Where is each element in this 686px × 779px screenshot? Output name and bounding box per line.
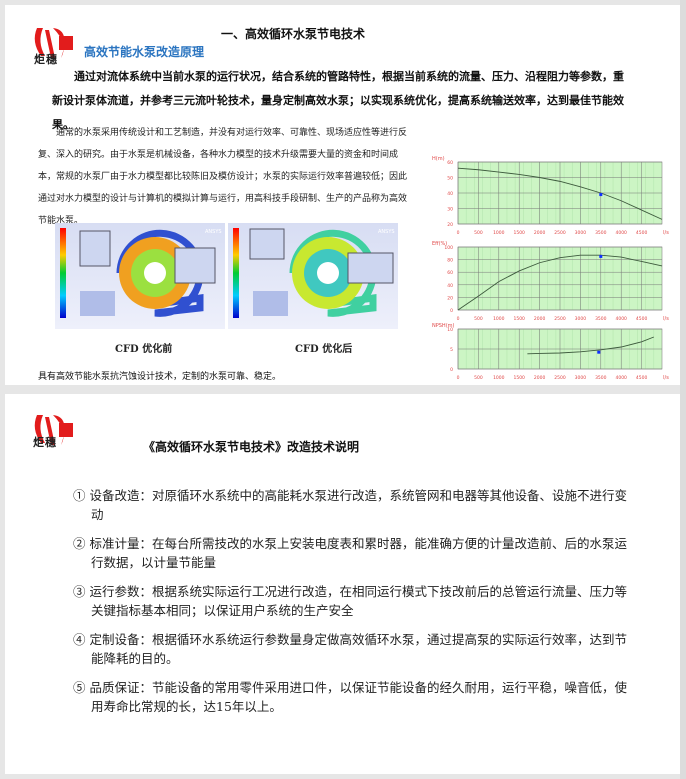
x-tick-label: 500: [474, 316, 483, 322]
list-item: ⑤ 品质保证：节能设备的常用零件采用进口件，以保证节能设备的经久耐用，运行平稳，…: [73, 680, 627, 714]
operating-point: [599, 254, 603, 258]
y-tick-label: 30: [447, 207, 453, 213]
x-axis-label: l/s: [663, 230, 669, 236]
x-tick-label: 3000: [575, 230, 587, 236]
list-item: ④ 定制设备：根据循环水系统运行参数量身定做高效循环水泵，通过提高泵的实际运行效…: [73, 632, 627, 666]
ansys-label: ANSYS: [378, 229, 395, 235]
y-tick-label: 60: [447, 160, 453, 166]
x-tick-label: 2000: [534, 230, 546, 236]
x-tick-label: 3000: [575, 316, 587, 322]
performance-curve: [457, 254, 663, 311]
cfd-after-caption: CFD 优化后: [295, 344, 353, 355]
y-axis-label: NPSH(m): [432, 323, 455, 329]
x-tick-label: 1500: [513, 375, 525, 381]
y-tick-label: 0: [450, 367, 453, 373]
x-tick-label: 1500: [513, 230, 525, 236]
list-item: ② 标准计量：在每台所需技改的水泵上安装电度表和累时器，能准确方便的计量改造前、…: [73, 536, 627, 570]
x-tick-label: 2500: [554, 375, 566, 381]
y-tick-label: 80: [447, 258, 453, 264]
x-tick-label: 500: [474, 230, 483, 236]
page-title: 一、高效循环水泵节电技术: [221, 27, 366, 41]
x-tick-label: 1000: [493, 230, 505, 236]
x-tick-label: 3500: [595, 230, 607, 236]
x-tick-label: 2000: [534, 375, 546, 381]
x-axis-label: l/s: [663, 375, 669, 381]
company-logo: [34, 28, 73, 58]
ansys-label: ANSYS: [205, 229, 222, 235]
y-tick-label: 40: [447, 283, 453, 289]
y-tick-label: 40: [447, 191, 453, 197]
y-tick-label: 60: [447, 270, 453, 276]
x-tick-label: 0: [457, 375, 460, 381]
body-paragraph: 通常的水泵采用传统设计和工艺制造，并没有对运行效率、可靠性、现场适应性等进行反复…: [38, 128, 408, 226]
x-tick-label: 3500: [595, 316, 607, 322]
page-title: 《高效循环水泵节电技术》改造技术说明: [143, 440, 360, 454]
operating-point: [599, 193, 603, 197]
cfd-after-image: ANSYS: [228, 223, 398, 329]
operating-point: [597, 350, 601, 354]
performance-curve: [527, 336, 655, 355]
x-tick-label: 3500: [595, 375, 607, 381]
x-tick-label: 1000: [493, 316, 505, 322]
x-tick-label: 4500: [636, 230, 648, 236]
y-tick-label: 20: [447, 295, 453, 301]
logo-text: 炬穗: [33, 436, 57, 449]
page-1: 炬穗 一、高效循环水泵节电技术 高效节能水泵改造原理 通过对流体系统中当前水泵的…: [5, 5, 680, 385]
y-axis-label: H(m): [432, 156, 445, 162]
scrollbar[interactable]: [680, 0, 686, 779]
x-tick-label: 4500: [636, 316, 648, 322]
x-tick-label: 0: [457, 316, 460, 322]
x-tick-label: 4000: [615, 316, 627, 322]
page-2: 炬穗 《高效循环水泵节电技术》改造技术说明 ① 设备改造：对原循环水系统中的高能…: [5, 394, 680, 774]
logo-text: 炬穗: [34, 53, 58, 66]
x-tick-label: 2500: [554, 316, 566, 322]
y-tick-label: 10: [447, 327, 453, 333]
cfd-before-image: ANSYS: [55, 223, 225, 329]
company-logo: [34, 415, 73, 445]
y-tick-label: 5: [450, 347, 453, 353]
list-item: ③ 运行参数：根据系统实际运行工况进行改造，在相同运行模式下技改前后的总管运行流…: [73, 584, 627, 618]
lead-paragraph: 通过对流体系统中当前水泵的运行状况，结合系统的管路特性，根据当前系统的流量、压力…: [52, 70, 624, 131]
x-tick-label: 2500: [554, 230, 566, 236]
x-tick-label: 4000: [615, 230, 627, 236]
pump-performance-charts: 0 500 1000 1500 2000 2500 3000 3500 4000 4500 l/s2…: [432, 156, 669, 381]
x-tick-label: 1000: [493, 375, 505, 381]
x-tick-label: 1500: [513, 316, 525, 322]
x-tick-label: 4000: [615, 375, 627, 381]
section-subtitle: 高效节能水泵改造原理: [84, 45, 205, 59]
x-tick-label: 3000: [575, 375, 587, 381]
x-tick-label: 0: [457, 230, 460, 236]
y-tick-label: 20: [447, 222, 453, 228]
y-tick-label: 50: [447, 176, 453, 182]
anti-cavitation-note: 具有高效节能水泵抗汽蚀设计技术，定制的水泵可靠、稳定。: [38, 372, 282, 382]
x-axis-label: l/s: [663, 316, 669, 322]
performance-curve: [457, 167, 663, 220]
y-tick-label: 0: [450, 308, 453, 314]
x-tick-label: 4500: [636, 375, 648, 381]
x-tick-label: 2000: [534, 316, 546, 322]
cfd-before-caption: CFD 优化前: [115, 344, 173, 355]
y-axis-label: Eff(%): [432, 241, 447, 247]
list-item: ① 设备改造：对原循环水系统中的高能耗水泵进行改造，系统管网和电器等其他设备、设…: [73, 488, 627, 522]
y-tick-label: 100: [444, 245, 453, 251]
x-tick-label: 500: [474, 375, 483, 381]
